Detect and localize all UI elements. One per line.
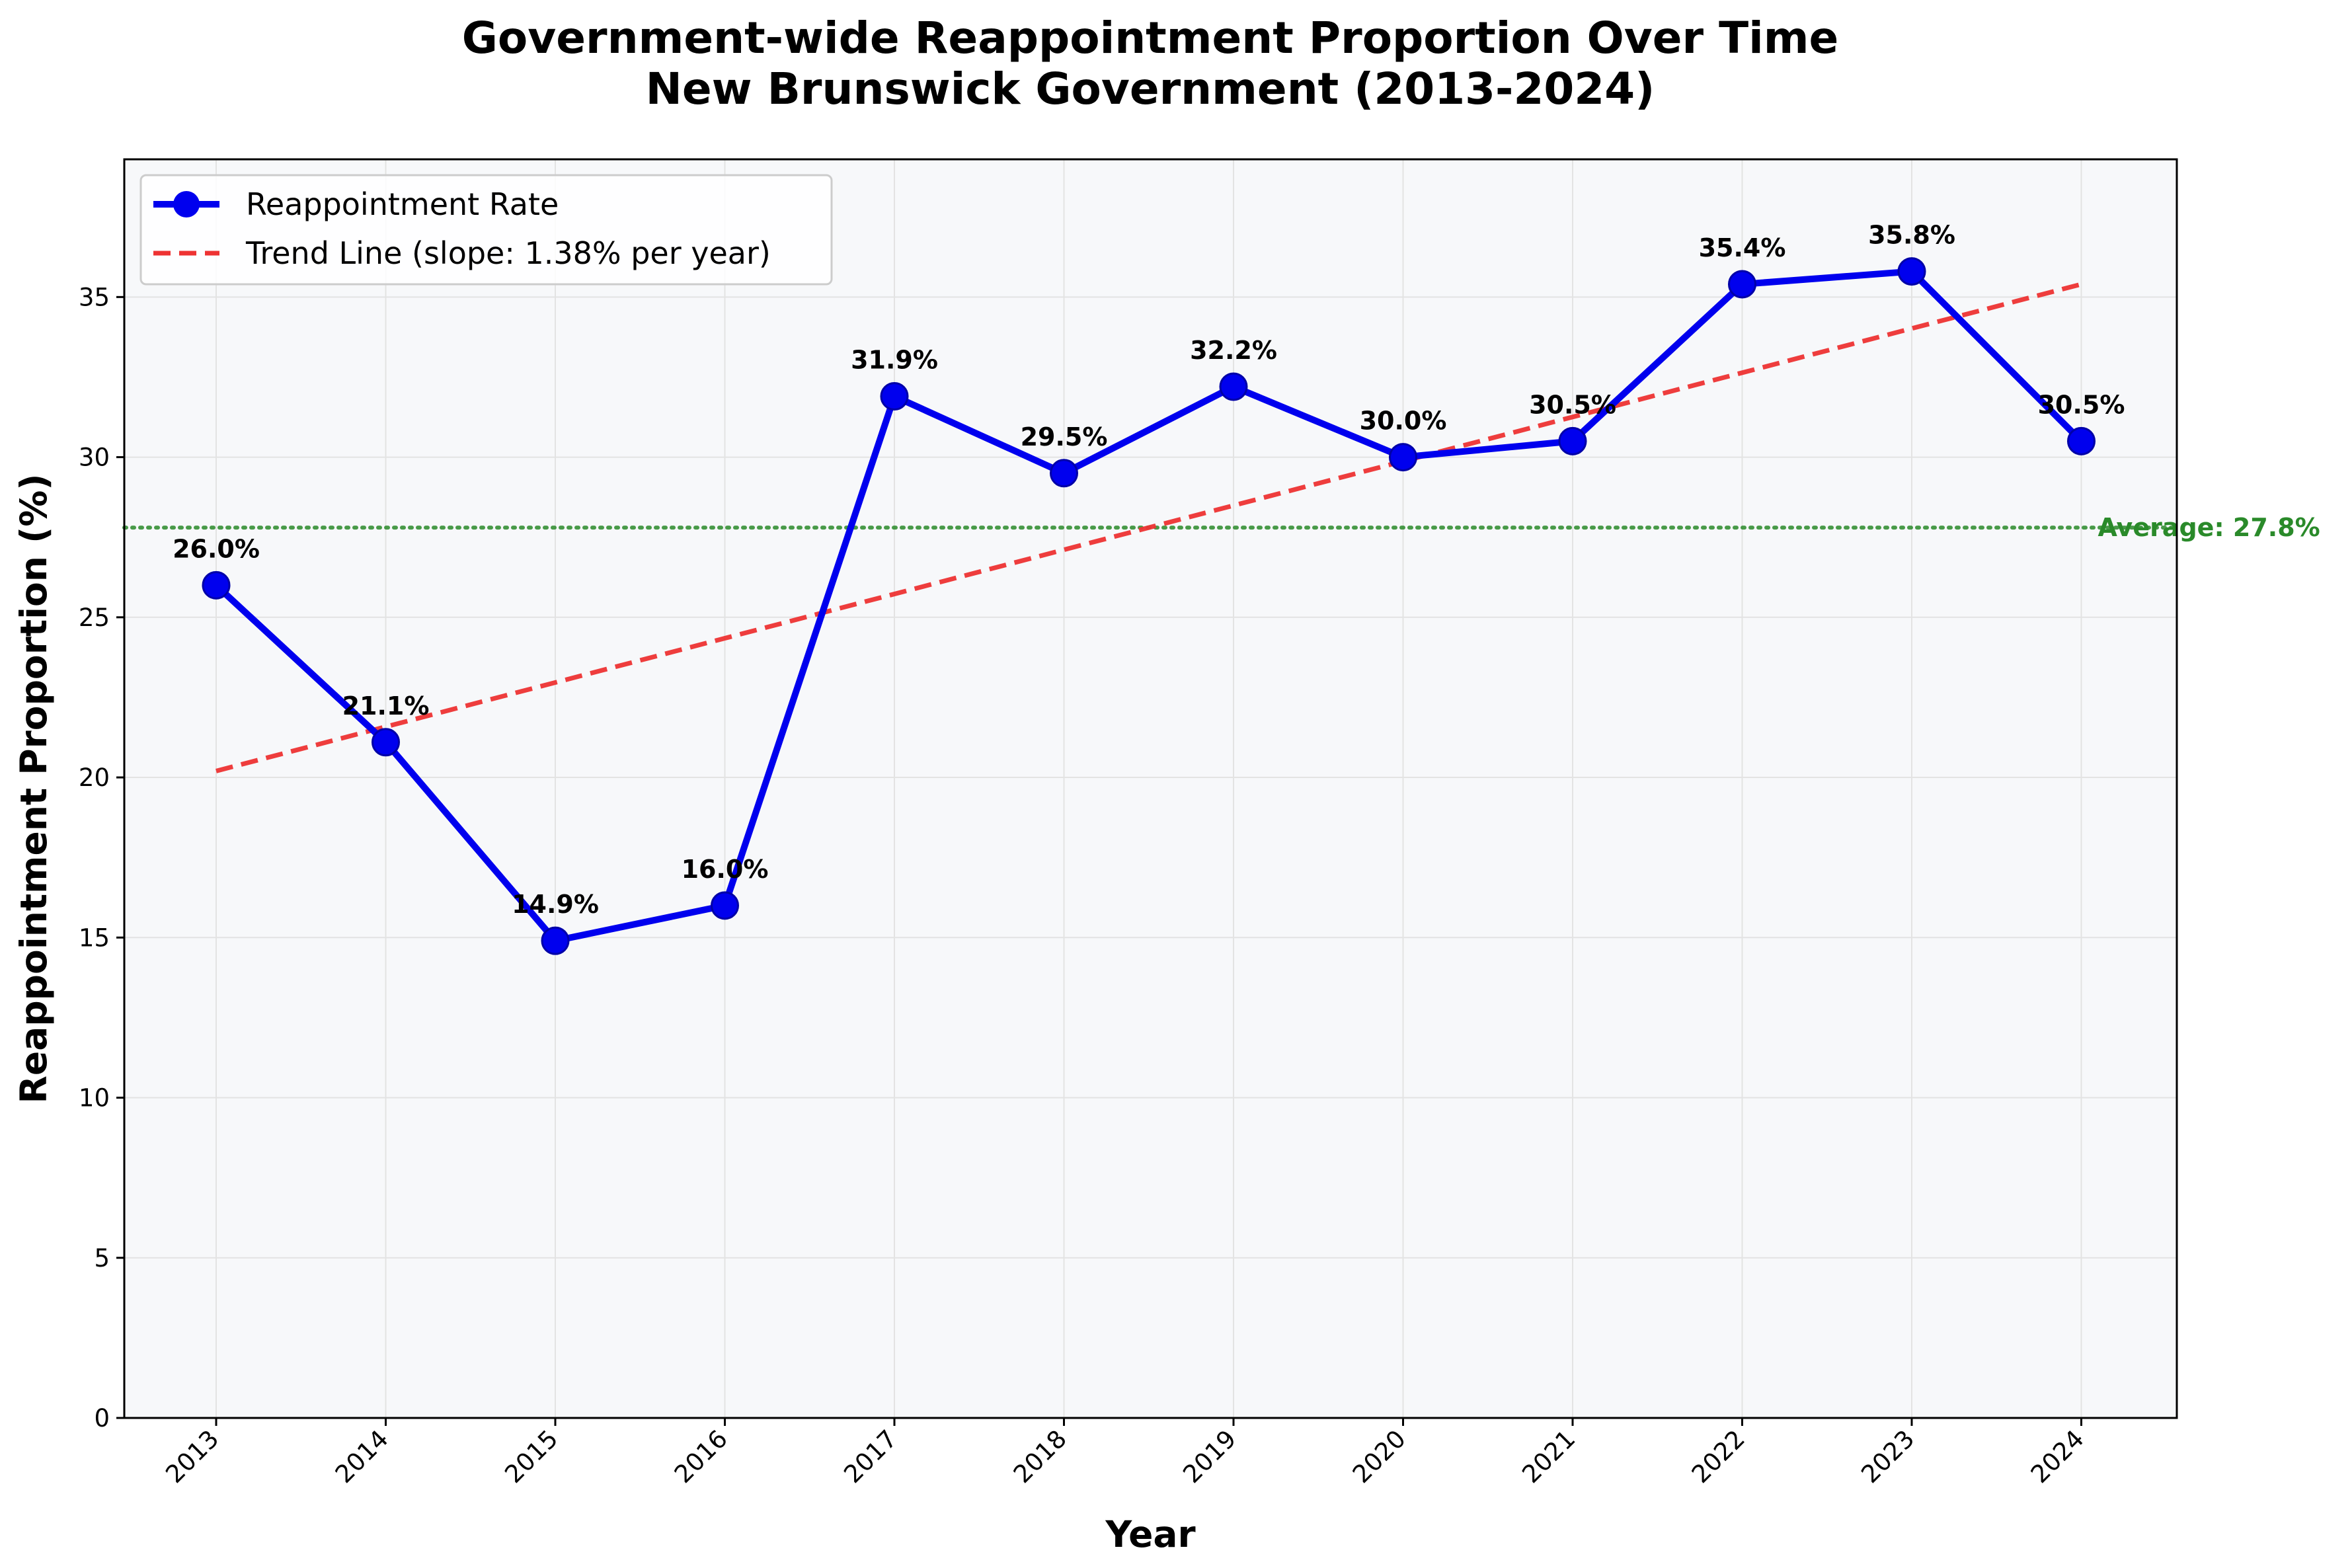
x-tick-label: 2020 <box>1347 1425 1411 1489</box>
data-label: 35.8% <box>1868 221 1955 250</box>
data-label: 31.9% <box>851 346 938 375</box>
x-tick-label: 2014 <box>330 1425 394 1489</box>
x-tick-label: 2015 <box>499 1425 563 1489</box>
x-axis-label: Year <box>1105 1513 1195 1555</box>
x-tick-label: 2018 <box>1008 1425 1072 1489</box>
data-label: 26.0% <box>173 534 260 563</box>
legend-marker-reappointment-rate <box>173 191 200 217</box>
data-point <box>1728 270 1756 299</box>
x-tick-label: 2024 <box>2025 1425 2090 1489</box>
y-tick-label: 10 <box>79 1084 110 1113</box>
chart-title: Government-wide Reappointment Proportion… <box>462 13 1839 63</box>
data-point <box>541 926 570 955</box>
trend-line <box>216 282 2082 773</box>
data-point <box>372 728 400 757</box>
data-label: 35.4% <box>1699 233 1786 262</box>
plot-area <box>124 159 2177 1418</box>
y-tick-label: 30 <box>79 444 110 472</box>
data-point <box>1897 257 1926 286</box>
y-tick-label: 20 <box>79 764 110 792</box>
y-tick-label: 0 <box>94 1404 110 1432</box>
legend-label-trend-line: Trend Line (slope: 1.38% per year) <box>245 235 771 271</box>
series-layer <box>122 257 2179 955</box>
x-axis: 2013 2014 2015 2016 2017 2018 2019 2020 2021 2022… <box>160 1418 2090 1489</box>
y-axis: 0 5 10 15 20 25 30 35 <box>79 283 124 1432</box>
y-tick-label: 5 <box>94 1244 110 1273</box>
x-tick-label: 2016 <box>669 1425 733 1489</box>
data-label: 29.5% <box>1021 422 1108 451</box>
x-tick-label: 2023 <box>1856 1425 1920 1489</box>
data-point <box>2067 426 2096 455</box>
data-point <box>1389 443 1417 472</box>
data-point <box>711 891 739 920</box>
data-label: 30.0% <box>1360 407 1447 436</box>
x-tick-label: 2013 <box>160 1425 224 1489</box>
y-tick-label: 15 <box>79 923 110 952</box>
data-point <box>202 570 231 600</box>
series-line-reappointment-rate <box>214 268 2084 945</box>
data-point <box>1558 426 1587 455</box>
legend-label-reappointment-rate: Reappointment Rate <box>246 186 559 222</box>
x-tick-label: 2017 <box>838 1425 902 1489</box>
x-tick-label: 2021 <box>1516 1425 1581 1489</box>
y-axis-label: Reappointment Proportion (%) <box>13 474 55 1104</box>
chart-subtitle: New Brunswick Government (2013-2024) <box>646 63 1655 114</box>
average-line-label: Average: 27.8% <box>2098 513 2320 542</box>
data-label: 30.5% <box>2038 390 2125 419</box>
y-tick-label: 25 <box>79 604 110 632</box>
data-point <box>880 382 909 411</box>
data-label: 32.2% <box>1190 336 1277 365</box>
data-labels: 26.0% 21.1% 14.9% 16.0% 31.9% 29.5% 32.2% 30.0%… <box>173 221 2125 920</box>
x-tick-label: 2022 <box>1686 1425 1750 1489</box>
data-label: 16.0% <box>682 855 769 884</box>
data-label: 30.5% <box>1529 390 1616 419</box>
data-label: 14.9% <box>512 890 599 919</box>
grid <box>124 159 2177 1419</box>
data-point <box>1219 372 1248 401</box>
data-point <box>1050 459 1078 488</box>
data-label: 21.1% <box>342 691 430 721</box>
legend-box <box>139 174 833 286</box>
legend: Reappointment Rate Trend Line (slope: 1.… <box>139 174 833 286</box>
x-tick-label: 2019 <box>1177 1425 1241 1489</box>
y-tick-label: 35 <box>79 283 110 311</box>
plot-frame <box>123 158 2178 1419</box>
